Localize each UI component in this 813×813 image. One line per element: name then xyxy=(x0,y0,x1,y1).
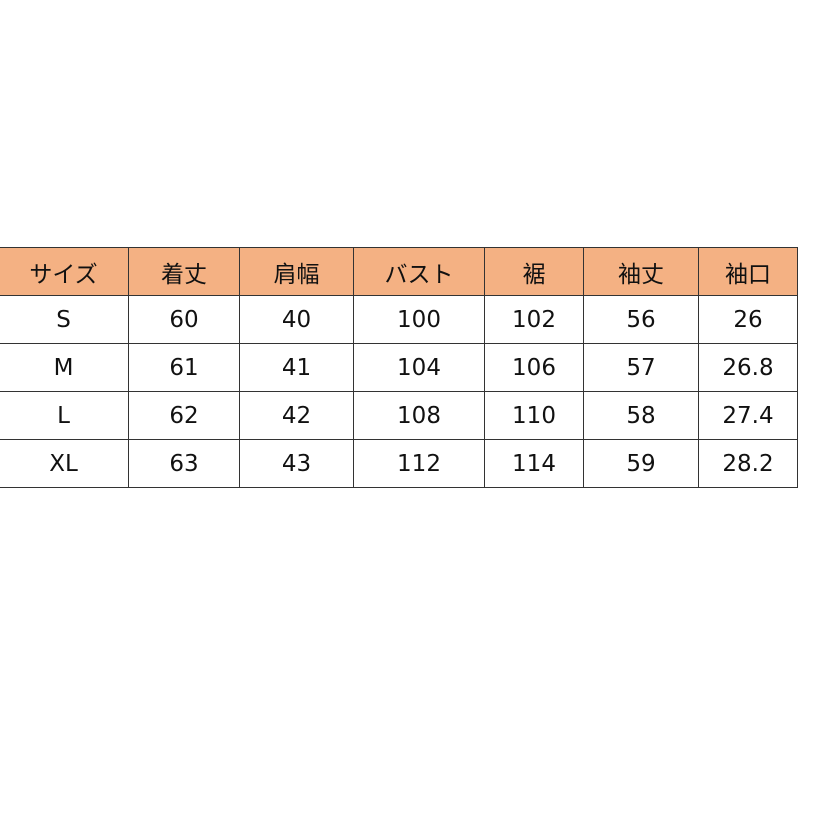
table-cell: 28.2 xyxy=(698,439,798,488)
table-row: XL 63 43 112 114 59 28.2 xyxy=(0,439,798,488)
table-row: S 60 40 100 102 56 26 xyxy=(0,295,798,344)
table-cell: 114 xyxy=(484,439,584,488)
table-cell: 26.8 xyxy=(698,343,798,392)
table-cell: 59 xyxy=(583,439,699,488)
table-cell: 58 xyxy=(583,391,699,440)
table-cell: 100 xyxy=(353,295,485,344)
header-length: 着丈 xyxy=(128,247,240,296)
table-cell: 63 xyxy=(128,439,240,488)
table-cell: 61 xyxy=(128,343,240,392)
table-cell: 104 xyxy=(353,343,485,392)
header-hem: 裾 xyxy=(484,247,584,296)
table-cell: L xyxy=(0,391,129,440)
header-sleeve-length: 袖丈 xyxy=(583,247,699,296)
table-cell: 26 xyxy=(698,295,798,344)
table-cell: 110 xyxy=(484,391,584,440)
table-cell: 60 xyxy=(128,295,240,344)
header-bust: バスト xyxy=(353,247,485,296)
table-cell: 42 xyxy=(239,391,354,440)
header-size: サイズ xyxy=(0,247,129,296)
table-cell: 62 xyxy=(128,391,240,440)
table-cell: 43 xyxy=(239,439,354,488)
table-row: L 62 42 108 110 58 27.4 xyxy=(0,391,798,440)
table-cell: XL xyxy=(0,439,129,488)
header-shoulder: 肩幅 xyxy=(239,247,354,296)
table-cell: M xyxy=(0,343,129,392)
size-table: サイズ 着丈 肩幅 バスト 裾 袖丈 袖口 S 60 40 100 102 56 26 M 61… xyxy=(0,247,798,488)
table-cell: 106 xyxy=(484,343,584,392)
table-row: M 61 41 104 106 57 26.8 xyxy=(0,343,798,392)
table-cell: 112 xyxy=(353,439,485,488)
table-cell: 41 xyxy=(239,343,354,392)
table-cell: 102 xyxy=(484,295,584,344)
header-row: サイズ 着丈 肩幅 バスト 裾 袖丈 袖口 xyxy=(0,247,798,296)
table-cell: 40 xyxy=(239,295,354,344)
table-cell: 108 xyxy=(353,391,485,440)
table-cell: S xyxy=(0,295,129,344)
table-cell: 57 xyxy=(583,343,699,392)
header-cuff: 袖口 xyxy=(698,247,798,296)
table-cell: 56 xyxy=(583,295,699,344)
table-cell: 27.4 xyxy=(698,391,798,440)
